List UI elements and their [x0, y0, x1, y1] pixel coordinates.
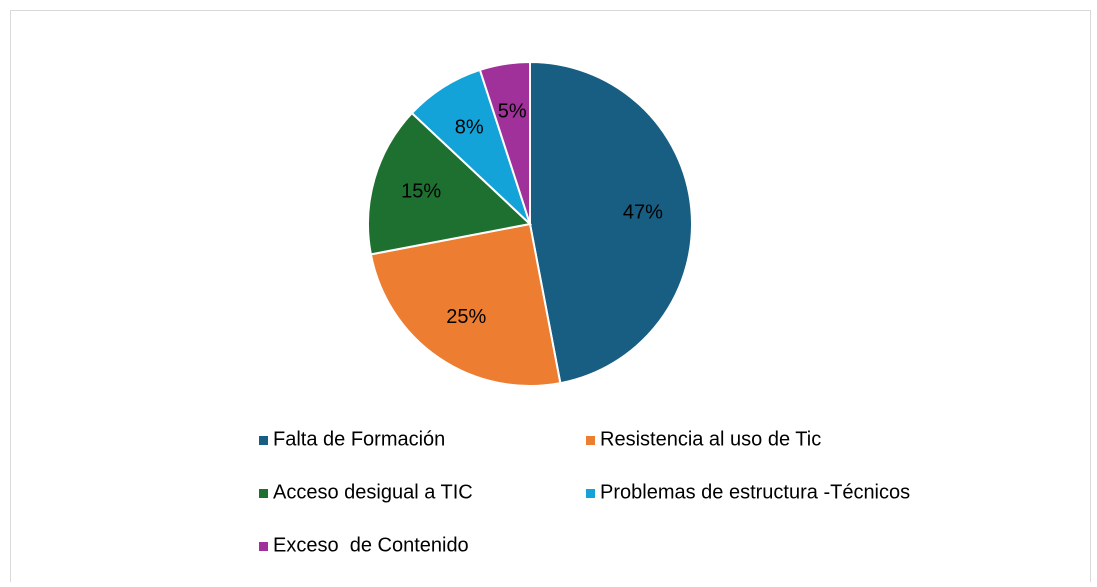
- data-label: 8%: [455, 117, 484, 139]
- pie-slice: [529, 60, 693, 385]
- data-label: 15%: [401, 181, 441, 203]
- legend-label: Resistencia al uso de Tic: [600, 428, 821, 450]
- data-label: 25%: [446, 306, 486, 328]
- legend-marker: [586, 436, 595, 445]
- legend-label: Falta de Formación: [273, 428, 445, 450]
- data-label: 47%: [623, 202, 663, 224]
- legend-label: Problemas de estructura -Técnicos: [600, 481, 910, 503]
- pie-slice: [369, 222, 562, 387]
- legend-marker: [259, 436, 268, 445]
- legend-marker: [259, 489, 268, 498]
- legend-label: Exceso de Contenido: [273, 534, 469, 556]
- legend-label: Acceso desigual a TIC: [273, 481, 473, 503]
- data-label: 5%: [498, 100, 527, 122]
- legend-marker: [586, 489, 595, 498]
- pie-slice: [478, 60, 531, 225]
- legend-marker: [259, 542, 268, 551]
- pie-slice: [366, 111, 533, 256]
